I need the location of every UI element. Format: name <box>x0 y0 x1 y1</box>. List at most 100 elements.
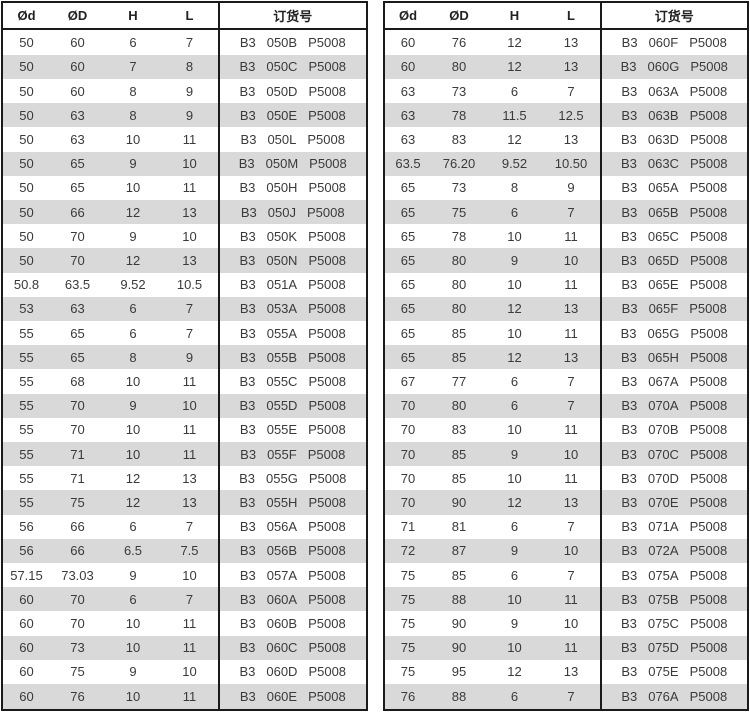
table-row: 63 83 12 13 B3 063D P5008 <box>383 127 748 152</box>
order-number-cell: B3 065B P5008 <box>599 200 748 225</box>
length-cell: 10 <box>161 224 219 249</box>
order-number: B3 050J P5008 <box>220 205 366 220</box>
order-part: P5008 <box>308 325 346 341</box>
order-number-cell: B3 060F P5008 <box>599 29 748 55</box>
order-number: B3 051A P5008 <box>220 277 366 292</box>
inner-diameter-cell: 65 <box>383 248 432 273</box>
table-row: 50 65 9 10 B3 050M P5008 <box>2 151 367 176</box>
order-part: B3 <box>620 470 637 486</box>
length-cell: 11 <box>161 684 219 710</box>
order-part: B3 <box>239 567 256 583</box>
order-number-cell: B3 065G P5008 <box>599 321 748 346</box>
order-part: P5008 <box>689 349 728 365</box>
table-row: 57.15 73.03 9 10 B3 057A P5008 <box>2 563 367 588</box>
order-number: B3 060E P5008 <box>220 689 366 704</box>
outer-diameter-cell: 60 <box>50 54 105 80</box>
order-part: P5008 <box>689 301 727 317</box>
height-cell: 6 <box>105 514 161 539</box>
length-cell: 11 <box>161 442 219 467</box>
order-part: 060D <box>266 664 298 680</box>
table-row: 70 85 9 10 B3 070C P5008 <box>383 442 748 467</box>
order-number: B3 076A P5008 <box>602 689 748 704</box>
outer-diameter-cell: 75 <box>431 200 487 225</box>
order-number-cell: B3 053A P5008 <box>218 296 367 322</box>
order-part: P5008 <box>308 349 346 365</box>
order-number-cell: B3 075A P5008 <box>599 563 748 588</box>
length-cell: 11 <box>161 369 219 394</box>
length-cell: 11 <box>542 466 601 491</box>
order-part: 055A <box>266 325 298 341</box>
order-part: P5008 <box>689 616 728 632</box>
order-number: B3 050B P5008 <box>220 35 366 50</box>
order-number: B3 060F P5008 <box>602 35 748 50</box>
inner-diameter-cell: 70 <box>383 393 432 418</box>
order-part: P5008 <box>689 689 728 705</box>
height-cell: 12 <box>105 248 161 273</box>
order-part: 055D <box>266 398 298 414</box>
order-part: 067A <box>648 374 679 390</box>
order-part: B3 <box>621 543 638 559</box>
order-part: 055H <box>266 495 298 511</box>
table-row: 65 73 8 9 B3 065A P5008 <box>383 175 748 201</box>
height-cell: 9 <box>486 248 543 273</box>
inner-diameter-cell: 56 <box>2 514 50 539</box>
inner-diameter-cell: 65 <box>383 296 432 322</box>
height-cell: 8 <box>105 345 161 370</box>
order-number: B3 070D P5008 <box>602 471 748 486</box>
length-cell: 13 <box>542 659 601 685</box>
order-number: B3 055H P5008 <box>220 495 366 510</box>
table-row: 65 80 10 11 B3 065E P5008 <box>383 272 748 297</box>
inner-diameter-cell: 55 <box>2 466 50 491</box>
order-part: 055F <box>267 446 297 462</box>
height-cell: 6 <box>486 563 543 588</box>
outer-diameter-cell: 66 <box>50 200 105 225</box>
length-cell: 10 <box>542 538 601 564</box>
order-number-cell: B3 051A P5008 <box>218 272 367 297</box>
table-row: 72 87 9 10 B3 072A P5008 <box>383 538 748 564</box>
order-number-cell: B3 063C P5008 <box>599 151 748 176</box>
order-part: P5008 <box>689 446 728 462</box>
order-number: B3 070E P5008 <box>602 495 748 510</box>
order-part: 070A <box>648 398 679 414</box>
order-part: P5008 <box>308 253 347 269</box>
order-number-cell: B3 070D P5008 <box>599 466 748 491</box>
col-header-height: H <box>105 2 161 30</box>
order-part: B3 <box>621 374 638 390</box>
table-row: 50 63 8 9 B3 050E P5008 <box>2 103 367 128</box>
order-number-cell: B3 060G P5008 <box>599 54 748 80</box>
order-number: B3 055D P5008 <box>220 398 366 413</box>
height-cell: 12 <box>486 659 543 685</box>
outer-diameter-cell: 83 <box>431 127 487 152</box>
order-part: P5008 <box>689 543 728 559</box>
order-part: B3 <box>620 132 637 148</box>
outer-diameter-cell: 76 <box>50 684 105 710</box>
order-part: B3 <box>620 446 637 462</box>
height-cell: 8 <box>105 79 161 104</box>
header-row: Ød ØD H L 订货号 <box>383 2 748 30</box>
outer-diameter-cell: 90 <box>431 635 487 660</box>
order-number-cell: B3 063D P5008 <box>599 127 748 152</box>
order-part: B3 <box>239 83 256 99</box>
order-number-cell: B3 050M P5008 <box>218 151 367 176</box>
order-part: B3 <box>239 228 256 244</box>
height-cell: 10 <box>486 224 543 249</box>
inner-diameter-cell: 50 <box>2 224 50 249</box>
order-part: B3 <box>239 253 256 269</box>
order-number: B3 055C P5008 <box>220 374 366 389</box>
table-row: 70 90 12 13 B3 070E P5008 <box>383 490 748 515</box>
order-number: B3 065G P5008 <box>602 326 748 341</box>
order-number: B3 075D P5008 <box>602 640 748 655</box>
table-row: 60 70 10 11 B3 060B P5008 <box>2 611 367 636</box>
order-number: B3 063C P5008 <box>602 156 748 171</box>
order-part: P5008 <box>308 34 346 50</box>
height-cell: 12 <box>105 200 161 225</box>
inner-diameter-cell: 55 <box>2 442 50 467</box>
inner-diameter-cell: 55 <box>2 393 50 418</box>
order-number: B3 060G P5008 <box>602 59 748 74</box>
order-part: 075A <box>648 567 679 583</box>
inner-diameter-cell: 63 <box>383 103 432 128</box>
order-number-cell: B3 070E P5008 <box>599 490 748 515</box>
outer-diameter-cell: 60 <box>50 29 105 55</box>
order-number-cell: B3 050H P5008 <box>218 175 367 201</box>
order-number: B3 063A P5008 <box>602 84 748 99</box>
